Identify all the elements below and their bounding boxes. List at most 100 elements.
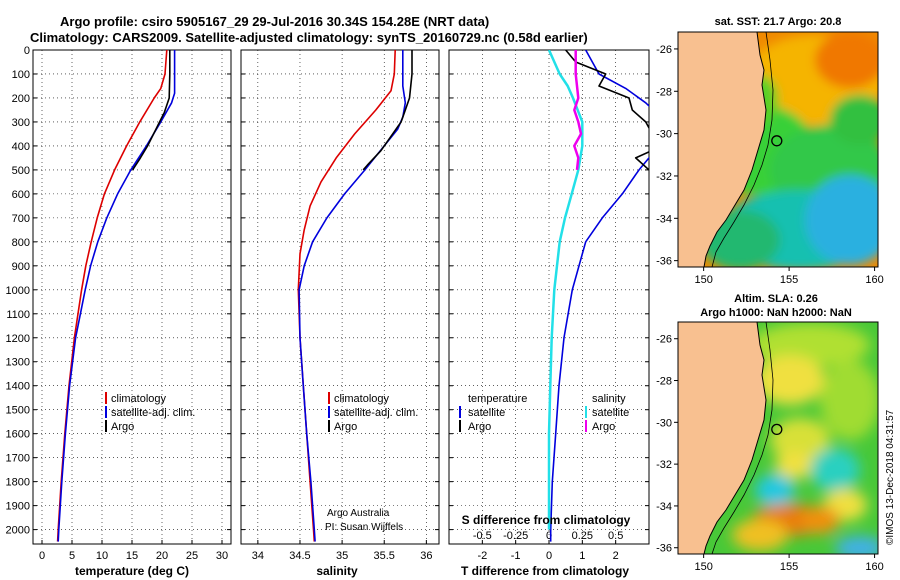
legend-argo-label: Argo	[111, 421, 134, 433]
sst-lon-tick-label: 150	[694, 274, 712, 286]
temperature-x-tick-label: 20	[156, 550, 168, 562]
temperature-x-tick-label: 25	[186, 550, 198, 562]
sst-land	[678, 32, 766, 267]
salinity-x-tick-label: 36	[420, 550, 432, 562]
sst-lat-tick-label: -36	[656, 256, 672, 268]
sst-map-frame	[677, 31, 879, 268]
profile-series	[56, 50, 649, 542]
depth-tick-label: 400	[12, 141, 30, 153]
salinity-legend: climatology satellite-adj. clim. Argo	[328, 392, 418, 433]
difference-s-argo-line	[573, 50, 583, 171]
depth-tick-label: 1300	[6, 357, 30, 369]
difference-x-tick-label: 1	[579, 550, 585, 562]
salinity-x-tick-label: 35.5	[374, 550, 395, 562]
pi-credit: PI: Susan Wijffels	[325, 522, 403, 533]
sst-map	[678, 32, 878, 267]
map-axes: -26 -28 -30 -32 -34 -36 150 155 160 -26 -28 -30 -32 -…	[656, 44, 884, 573]
depth-tick-label: 800	[12, 237, 30, 249]
difference-x-tick-label: -2	[477, 550, 487, 562]
temperature-xlabel: temperature (deg C)	[75, 564, 189, 578]
depth-tick-label: 100	[12, 69, 30, 81]
figure-title-line2: Climatology: CARS2009. Satellite-adjuste…	[30, 30, 588, 45]
sst-shelf-contour	[711, 32, 774, 267]
sst-lat-tick-label: -34	[656, 213, 672, 225]
sla-map-frame	[677, 321, 879, 555]
sla-lat-tick-label: -28	[656, 376, 672, 388]
difference-s-satellite-line	[547, 50, 584, 530]
sdiff-tick-label: 0.5	[608, 530, 623, 542]
temperature-climatology-line	[56, 50, 168, 542]
legend-climatology-label: climatology	[111, 393, 167, 405]
legend-climatology-label: climatology	[334, 393, 390, 405]
depth-tick-label: 1900	[6, 501, 30, 513]
depth-tick-label: 600	[12, 189, 30, 201]
sla-shelf-contour	[711, 322, 774, 554]
depth-tick-label: 1000	[6, 285, 30, 297]
depth-tick-label: 1100	[6, 309, 30, 321]
legend-s-argo-label: Argo	[592, 421, 615, 433]
depth-tick-label: 1500	[6, 405, 30, 417]
sla-map-title: Altim. SLA: 0.26	[734, 293, 818, 305]
temperature-legend: climatology satellite-adj. clim. Argo	[105, 392, 195, 433]
sla-map	[678, 322, 878, 554]
salinity-argo-line	[362, 50, 413, 171]
depth-tick-label: 1800	[6, 477, 30, 489]
temperature-series-group	[56, 50, 176, 542]
depth-gridlines	[33, 49, 649, 544]
sst-coastline	[703, 32, 767, 267]
salinity-series-group	[297, 50, 413, 542]
sdiff-tick-label: -0.25	[503, 530, 528, 542]
depth-tick-label: 0	[24, 45, 30, 57]
depth-tick-label: 1200	[6, 333, 30, 345]
legend-s-satellite-label: satellite	[592, 407, 629, 419]
salinity-climatology-line	[297, 50, 396, 542]
temperature-x-tick-label: 0	[39, 550, 45, 562]
depth-tick-label: 900	[12, 261, 30, 273]
sla-map-subtitle: Argo h1000: NaN h2000: NaN	[700, 307, 852, 319]
sst-lat-tick-label: -26	[656, 44, 672, 56]
sst-lon-tick-label: 160	[865, 274, 883, 286]
sla-lon-tick-label: 160	[865, 561, 883, 573]
sla-lat-tick-label: -26	[656, 334, 672, 346]
sla-lat-tick-label: -34	[656, 501, 672, 513]
legend-salinity-heading: salinity	[592, 393, 626, 405]
difference-x-tick-label: 0	[546, 550, 552, 562]
sla-lat-tick-label: -36	[656, 543, 672, 555]
legend-t-satellite-label: satellite	[468, 407, 505, 419]
depth-tick-label: 2000	[6, 525, 30, 537]
sst-lat-tick-label: -30	[656, 129, 672, 141]
salinity-x-tick-label: 34.5	[289, 550, 310, 562]
figure-title-line1: Argo profile: csiro 5905167_29 29-Jul-20…	[60, 14, 489, 29]
sla-lat-tick-label: -30	[656, 417, 672, 429]
sst-map-title: sat. SST: 21.7 Argo: 20.8	[715, 16, 842, 28]
sla-lon-tick-label: 155	[780, 561, 798, 573]
depth-tick-label: 1400	[6, 381, 30, 393]
difference-legend: temperature satellite Argo salinity sate…	[459, 393, 629, 433]
salinity-xlabel: salinity	[316, 564, 358, 578]
temperature-x-tick-label: 5	[69, 550, 75, 562]
salinity-satellite-adj-clim--line	[298, 50, 407, 542]
sla-coastline	[703, 322, 767, 554]
sla-lon-tick-label: 150	[694, 561, 712, 573]
sst-lon-tick-label: 155	[780, 274, 798, 286]
temperature-x-tick-label: 15	[126, 550, 138, 562]
tdiff-xlabel: T difference from climatology	[461, 564, 629, 578]
legend-satellite-label: satellite-adj. clim.	[334, 407, 418, 419]
salinity-x-tick-label: 34	[252, 550, 264, 562]
difference-x-tick-label: 2	[613, 550, 619, 562]
sst-lat-tick-label: -32	[656, 171, 672, 183]
temperature-x-tick-label: 30	[216, 550, 228, 562]
difference-series-group	[547, 50, 649, 542]
temperature-x-tick-label: 10	[96, 550, 108, 562]
legend-t-argo-label: Argo	[468, 421, 491, 433]
temperature-satellite-adj-clim--line	[57, 50, 176, 542]
legend-satellite-label: satellite-adj. clim.	[111, 407, 195, 419]
sla-lat-tick-label: -32	[656, 459, 672, 471]
program-credit: Argo Australia	[327, 508, 390, 519]
depth-tick-label: 1600	[6, 429, 30, 441]
salinity-panel	[240, 49, 440, 545]
salinity-x-tick-label: 35	[336, 550, 348, 562]
difference-t-satellite-line	[549, 50, 649, 542]
x-axes: 0 5 10 15 20 25 30 34 34.5 35 35.5 36 -2 -1 0 1 2 -0.5 -0.…	[39, 530, 623, 562]
